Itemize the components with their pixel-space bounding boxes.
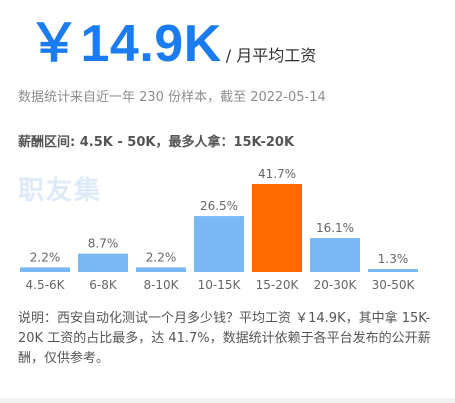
bar-value-label: 1.3% <box>378 252 409 266</box>
bottom-divider <box>0 398 455 403</box>
bar-10-15K <box>194 216 244 272</box>
bar-6-8K <box>78 253 128 272</box>
category-tick-label: 30-50K <box>372 278 416 292</box>
category-tick-label: 20-30K <box>314 278 358 292</box>
bar-15-20K <box>252 184 302 272</box>
average-salary-value: ￥14.9K <box>28 15 222 73</box>
bar-value-label: 41.7% <box>258 167 296 181</box>
bar-8-10K <box>136 267 186 272</box>
category-tick-label: 15-20K <box>256 278 300 292</box>
watermark-logo: 职友集 <box>18 176 103 206</box>
bar-4.5-6K <box>20 267 70 272</box>
sample-stats-text: 数据统计来自近一年 230 份样本，截至 2022-05-14 <box>18 90 326 105</box>
bar-value-label: 26.5% <box>200 199 238 213</box>
category-tick-label: 8-10K <box>143 278 179 292</box>
description-text: 说明：西安自动化测试一个月多少钱？平均工资 ￥14.9K，其中拿 15K-20K… <box>18 311 431 366</box>
salary-unit-label: / 月平均工资 <box>225 46 317 65</box>
salary-range-text: 薪酬区间: 4.5K - 50K，最多人拿：15K-20K <box>18 135 295 150</box>
bar-30-50K <box>368 269 418 272</box>
bar-value-label: 2.2% <box>30 250 61 264</box>
category-tick-label: 4.5-6K <box>26 278 66 292</box>
bars-layer: 2.2% 4.5-6K 8.7% 6-8K 2.2% 8-10K 26.5% 10-15K 41… <box>20 167 418 292</box>
category-tick-label: 6-8K <box>89 278 118 292</box>
bar-value-label: 2.2% <box>146 250 177 264</box>
category-tick-label: 10-15K <box>198 278 242 292</box>
bar-value-label: 8.7% <box>88 237 119 251</box>
bar-20-30K <box>310 238 360 272</box>
salary-distribution-chart: 2.2% 4.5-6K 8.7% 6-8K 2.2% 8-10K 26.5% 10-15K 41… <box>20 167 418 292</box>
bar-value-label: 16.1% <box>316 221 354 235</box>
salary-headline: ￥14.9K / 月平均工资 <box>28 14 316 74</box>
